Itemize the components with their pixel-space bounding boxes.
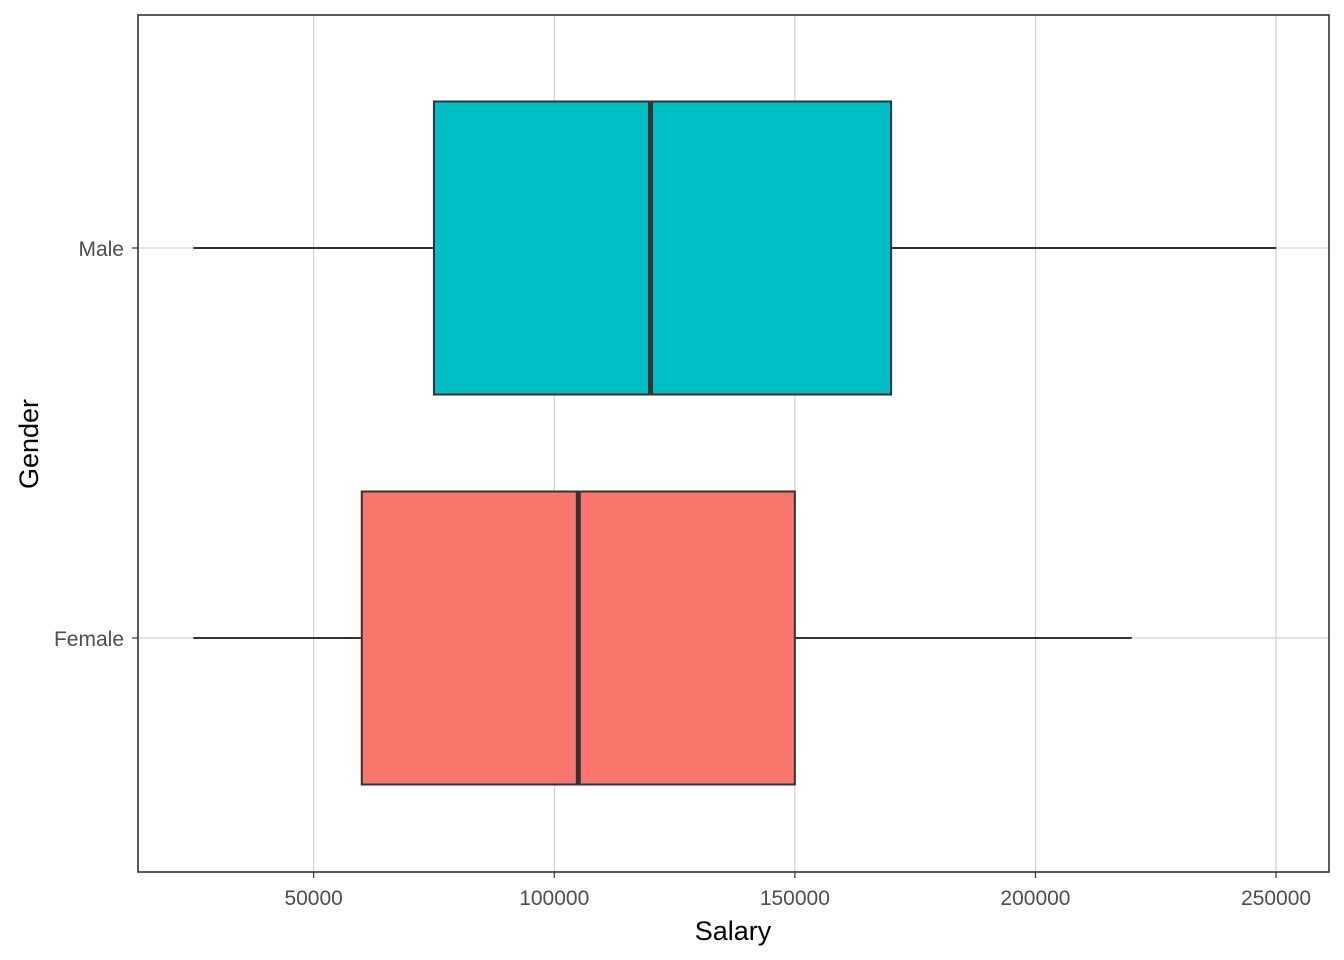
x-tick-label: 50000 bbox=[284, 887, 342, 910]
y-axis-title: Gender bbox=[14, 399, 44, 489]
x-axis-title: Salary bbox=[695, 916, 772, 946]
box-series bbox=[193, 100, 1277, 786]
x-tick-label: 200000 bbox=[1000, 887, 1070, 910]
x-tick-label: 250000 bbox=[1241, 887, 1311, 910]
box-male bbox=[193, 100, 1277, 396]
y-tick-label: Female bbox=[54, 628, 124, 651]
y-axis: Female Male bbox=[54, 238, 138, 651]
plot-panel-border bbox=[137, 14, 1330, 873]
box-iqr bbox=[432, 100, 893, 396]
x-tick-label: 150000 bbox=[760, 887, 830, 910]
x-axis: 50000 100000 150000 200000 250000 bbox=[284, 872, 1311, 910]
x-tick-label: 100000 bbox=[519, 887, 589, 910]
box-female bbox=[193, 490, 1132, 786]
y-tick-label: Male bbox=[78, 238, 124, 261]
